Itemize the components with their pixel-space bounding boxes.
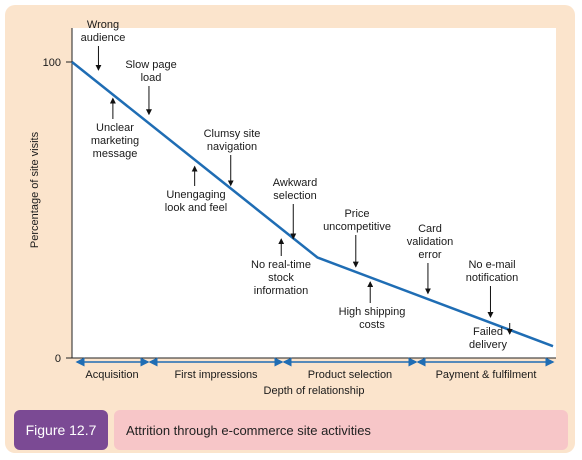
annotation-text-6: Awkward selection xyxy=(273,177,317,202)
figure-caption: Attrition through e-commerce site activi… xyxy=(114,410,568,450)
annotation-text-7: Price uncompetitive xyxy=(323,208,391,233)
y-tick-label-100: 100 xyxy=(43,57,61,69)
annotation-text-0: Wrong audience xyxy=(81,19,126,44)
attrition-line-0 xyxy=(71,61,554,348)
annotation-text-9: Card validation error xyxy=(407,223,453,261)
stage-label-acquisition: Acquisition xyxy=(85,369,138,381)
annotation-1: Unclear marketing message xyxy=(91,97,139,160)
annotation-text-8: High shipping costs xyxy=(339,306,406,331)
stage-label-first-impressions: First impressions xyxy=(174,369,258,381)
x-axis-label: Depth of relationship xyxy=(264,385,365,397)
y-tick-label-0: 0 xyxy=(55,353,61,365)
annotation-0: Wrong audience xyxy=(81,19,126,71)
annotation-text-11: Failed delivery xyxy=(469,326,507,351)
annotation-text-1: Unclear marketing message xyxy=(91,122,139,160)
annotation-4: Clumsy site navigation xyxy=(204,128,261,187)
annotation-text-2: Slow page load xyxy=(125,59,176,84)
stage-label-payment: Payment & fulfilment xyxy=(436,369,537,381)
annotation-2: Slow page load xyxy=(125,59,177,116)
annotation-3: Unengaging look and feel xyxy=(165,165,227,214)
annotation-10: No e-mail notification xyxy=(466,259,519,318)
annotation-6: Awkward selection xyxy=(273,177,317,240)
annotation-text-3: Unengaging look and feel xyxy=(165,189,227,214)
plot-area xyxy=(72,28,556,358)
annotation-9: Card validation error xyxy=(407,223,453,295)
annotation-text-10: No e-mail notification xyxy=(466,259,519,284)
annotation-7: Price uncompetitive xyxy=(323,208,391,268)
figure-label: Figure 12.7 xyxy=(14,410,108,450)
annotation-8: High shipping costs xyxy=(339,281,406,331)
y-axis-label: Percentage of site visits xyxy=(29,131,41,248)
annotation-11: Failed delivery xyxy=(469,323,513,351)
annotation-text-5: No real-time stock information xyxy=(251,259,311,297)
annotation-text-4: Clumsy site navigation xyxy=(204,128,261,153)
stage-label-product-selection: Product selection xyxy=(308,369,392,381)
annotation-5: No real-time stock information xyxy=(251,238,311,297)
